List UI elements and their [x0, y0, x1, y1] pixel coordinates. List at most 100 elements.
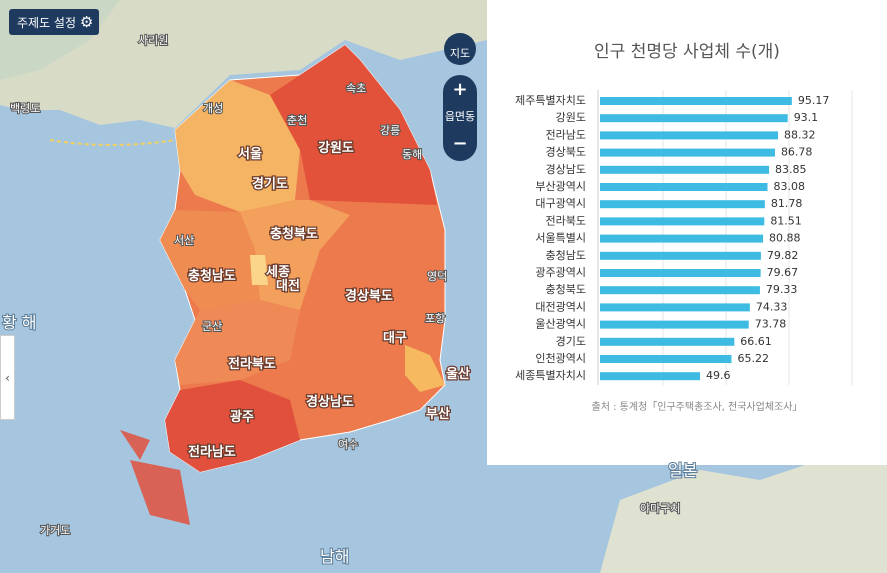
map-label: 울산: [446, 366, 470, 382]
region: [405, 345, 445, 392]
value-label: 79.67: [767, 266, 799, 279]
value-label: 83.08: [773, 180, 805, 193]
value-label: 73.78: [755, 318, 787, 331]
map-label: 경상북도: [345, 288, 393, 304]
map-label: 속초: [346, 82, 366, 95]
map-label: 대구: [383, 331, 407, 346]
bar: [600, 200, 765, 209]
category-label: 충청북도: [546, 283, 586, 296]
map-label: 충청남도: [188, 268, 236, 284]
value-label: 93.1: [794, 111, 819, 124]
bar: [600, 320, 749, 329]
map-label: 충청북도: [270, 226, 318, 242]
value-label: 81.51: [770, 214, 802, 227]
value-label: 49.6: [706, 369, 731, 382]
bar: [600, 131, 779, 140]
chart-title: 인구 천명당 사업체 수(개): [594, 42, 780, 62]
gear-icon: ⚙: [79, 13, 94, 31]
japan-land: [600, 440, 887, 573]
north-land: [0, 0, 487, 128]
bar: [600, 303, 750, 312]
zoom-level: 읍면동: [444, 110, 476, 123]
chart-panel: [487, 0, 887, 465]
map-label: 강릉: [380, 124, 400, 137]
value-label: 95.17: [798, 94, 830, 107]
value-label: 81.78: [771, 197, 803, 210]
map-label: 경상남도: [306, 394, 354, 410]
bar: [600, 148, 775, 157]
region: [175, 80, 300, 212]
category-label: 충청남도: [546, 249, 586, 262]
map-label: 광주: [230, 410, 254, 425]
value-label: 65.22: [737, 352, 769, 365]
category-label: 인천광역시: [535, 351, 586, 365]
bar: [600, 183, 768, 191]
category-label: 부산광역시: [535, 180, 586, 193]
map-label: 개성: [203, 102, 223, 115]
category-label: 서울특별시: [535, 232, 586, 245]
bar: [600, 372, 700, 381]
value-label: 86.78: [781, 146, 813, 159]
zoom-out[interactable]: −: [452, 133, 468, 154]
value-label: 88.32: [784, 128, 816, 141]
category-label: 광주광역시: [535, 266, 586, 279]
map-label: 동해: [402, 147, 422, 161]
region: [165, 380, 300, 472]
map-label: 일본: [668, 461, 697, 480]
bar: [600, 234, 764, 243]
map-label: 춘천: [287, 113, 307, 127]
bar: [600, 251, 761, 260]
map-label: 백령도: [10, 102, 40, 115]
category-label: 전라북도: [546, 214, 586, 227]
category-label: 세종특별자치시: [515, 369, 586, 382]
map-label: 전라남도: [188, 444, 236, 460]
map-label: 사리원: [138, 34, 168, 47]
category-label: 경기도: [556, 335, 586, 348]
zoom-in[interactable]: +: [452, 79, 468, 100]
map-label: 군산: [202, 320, 222, 333]
bar: [600, 355, 732, 363]
region: [250, 255, 268, 285]
map-label: 가거도: [40, 524, 70, 537]
region: [175, 300, 300, 385]
map-label: 황 해: [2, 313, 37, 332]
bar: [600, 269, 761, 277]
value-label: 80.88: [769, 232, 801, 245]
bar: [600, 286, 760, 295]
bar: [600, 165, 770, 174]
theme-button[interactable]: 주제도 설정 ⚙: [9, 9, 99, 35]
bar: [600, 337, 735, 346]
region: [270, 45, 437, 205]
map-type-button[interactable]: 지도: [444, 33, 476, 65]
map-label: 여수: [338, 438, 358, 451]
map-label: 부산: [426, 406, 450, 422]
map-label: 강원도: [318, 140, 354, 156]
bar: [600, 97, 792, 105]
map-label: 전라북도: [228, 356, 276, 372]
category-label: 제주특별자치도: [515, 94, 586, 107]
category-label: 전라남도: [546, 128, 586, 141]
region: [160, 210, 260, 310]
category-label: 경상북도: [546, 146, 586, 159]
value-label: 74.33: [756, 300, 788, 313]
chart-source: 출처 : 통계청「인구주택총조사, 전국사업체조사」: [592, 400, 803, 413]
category-label: 대구광역시: [535, 197, 586, 210]
category-label: 강원도: [556, 111, 586, 124]
islands: [120, 430, 190, 525]
zoom-control: + 읍면동 −: [443, 75, 477, 161]
category-label: 경상남도: [546, 163, 586, 176]
map-label: 남해: [320, 547, 349, 566]
collapse-tab[interactable]: ‹: [0, 335, 15, 420]
map-label: 대전: [276, 278, 300, 294]
bar: [600, 114, 788, 123]
bar: [600, 217, 765, 226]
value-label: 79.33: [766, 283, 798, 296]
map-label: 서울: [238, 146, 262, 162]
category-label: 대전광역시: [535, 300, 586, 313]
map-label: 경기도: [252, 176, 288, 192]
button-label: 주제도 설정: [17, 16, 77, 30]
map-label: 세종: [266, 265, 290, 280]
value-label: 83.85: [775, 163, 807, 176]
value-label: 79.82: [767, 249, 799, 262]
